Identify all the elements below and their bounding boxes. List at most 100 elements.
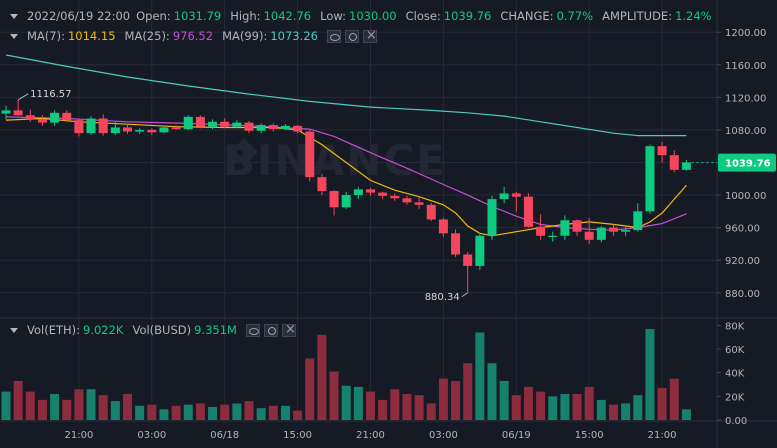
- candle-body: [487, 199, 497, 236]
- ma-legend: MA(7): 1014.15 MA(25): 976.52 MA(99): 1073.…: [0, 28, 381, 43]
- ma7-value: 1014.15: [67, 29, 116, 43]
- close-value: 1039.76: [443, 9, 492, 23]
- time-tick-label: 15:00: [575, 430, 604, 441]
- candle-body: [475, 235, 485, 266]
- candle: [414, 196, 424, 209]
- vol-eth-value: 9.022K: [83, 323, 124, 337]
- volume-bar: [74, 389, 84, 420]
- price-tick-label: 880.00: [725, 289, 760, 300]
- candle-body: [183, 116, 193, 130]
- volume-bar: [390, 389, 400, 420]
- candle-body: [86, 118, 96, 134]
- volume-legend: Vol(ETH): 9.022K Vol(BUSD) 9.351M: [0, 322, 300, 337]
- candle-body: [220, 121, 230, 127]
- volume-bar: [523, 386, 533, 420]
- vol-close-icon[interactable]: [281, 322, 296, 337]
- candle: [25, 109, 35, 122]
- candle: [171, 125, 181, 130]
- candle: [208, 119, 218, 130]
- candle: [110, 121, 120, 135]
- candle-body: [353, 189, 363, 196]
- candle: [86, 116, 96, 135]
- candle: [584, 217, 594, 244]
- high-marker-line: [17, 93, 29, 101]
- candle: [183, 115, 193, 130]
- vol-busd-value: 9.351M: [194, 323, 237, 337]
- candle-body: [548, 235, 558, 237]
- volume-bar: [414, 395, 424, 420]
- vol-eye-icon[interactable]: [245, 323, 260, 337]
- time-tick-label: 21:00: [356, 430, 385, 441]
- volume-bar: [669, 378, 679, 420]
- candle-body: [293, 125, 303, 132]
- amplitude-label: AMPLITUDE:: [602, 9, 673, 23]
- volume-bar: [463, 363, 473, 420]
- ma-settings-icon[interactable]: [344, 29, 359, 43]
- candle-body: [13, 110, 23, 116]
- candle-body: [317, 177, 327, 191]
- candle-body: [110, 127, 120, 134]
- candle-body: [159, 127, 169, 133]
- volume-bar: [37, 399, 47, 420]
- collapse-caret-icon[interactable]: [10, 13, 18, 19]
- low-label: Low:: [320, 9, 347, 23]
- candle-body: [37, 119, 47, 123]
- vol-eth-label: Vol(ETH):: [27, 323, 80, 337]
- candle-body: [451, 233, 461, 255]
- candle: [681, 160, 691, 171]
- ma7-label: MA(7):: [27, 29, 65, 43]
- volume-bar: [451, 380, 461, 420]
- candle-body: [244, 122, 254, 131]
- volume-bar: [366, 391, 375, 420]
- candle-body: [50, 112, 60, 123]
- time-tick-label: 21:00: [64, 430, 93, 441]
- candle: [366, 187, 375, 196]
- candle: [62, 110, 72, 122]
- volume-bar: [657, 388, 667, 420]
- candle: [402, 195, 412, 205]
- candle: [159, 125, 169, 134]
- last-price-label: 1039.76: [725, 159, 771, 170]
- candle-body: [25, 115, 35, 120]
- candle-body: [572, 220, 582, 232]
- vol-settings-icon[interactable]: [263, 323, 278, 337]
- ma99-label: MA(99):: [222, 29, 268, 43]
- volume-bar: [548, 396, 558, 420]
- candle: [596, 225, 606, 243]
- candle: [609, 224, 618, 236]
- low-value: 1030.00: [349, 9, 397, 23]
- volume-bar: [475, 332, 485, 420]
- vol-collapse-caret-icon[interactable]: [10, 327, 18, 333]
- ma-collapse-caret-icon[interactable]: [10, 33, 18, 39]
- candle: [50, 110, 60, 126]
- candle: [195, 115, 205, 129]
- ma-eye-icon[interactable]: [326, 29, 341, 43]
- volume-bar: [633, 395, 643, 420]
- candle-body: [341, 195, 351, 208]
- change-label: CHANGE:: [500, 9, 554, 23]
- candle-body: [584, 231, 594, 240]
- candle-body: [536, 226, 546, 236]
- candle-body: [74, 120, 84, 134]
- candle: [1, 105, 11, 120]
- candle-body: [499, 193, 509, 200]
- candle-body: [62, 112, 72, 121]
- price-tick-label: 1000.00: [725, 191, 766, 202]
- candle-body: [378, 192, 388, 196]
- volume-bar: [438, 378, 448, 420]
- volume-bar: [62, 399, 72, 420]
- candle-body: [414, 202, 424, 205]
- candle-body: [195, 116, 205, 127]
- ma25-label: MA(25):: [124, 29, 170, 43]
- volume-bar: [147, 404, 157, 420]
- volume-bar: [499, 380, 509, 420]
- candle: [669, 150, 679, 173]
- candle: [499, 186, 509, 204]
- candle: [451, 229, 461, 257]
- candle: [341, 191, 351, 209]
- ma-close-icon[interactable]: [362, 28, 377, 43]
- price-tick-label: 1200.00: [725, 28, 766, 39]
- candle: [244, 120, 254, 134]
- ma25-value: 976.52: [172, 29, 214, 43]
